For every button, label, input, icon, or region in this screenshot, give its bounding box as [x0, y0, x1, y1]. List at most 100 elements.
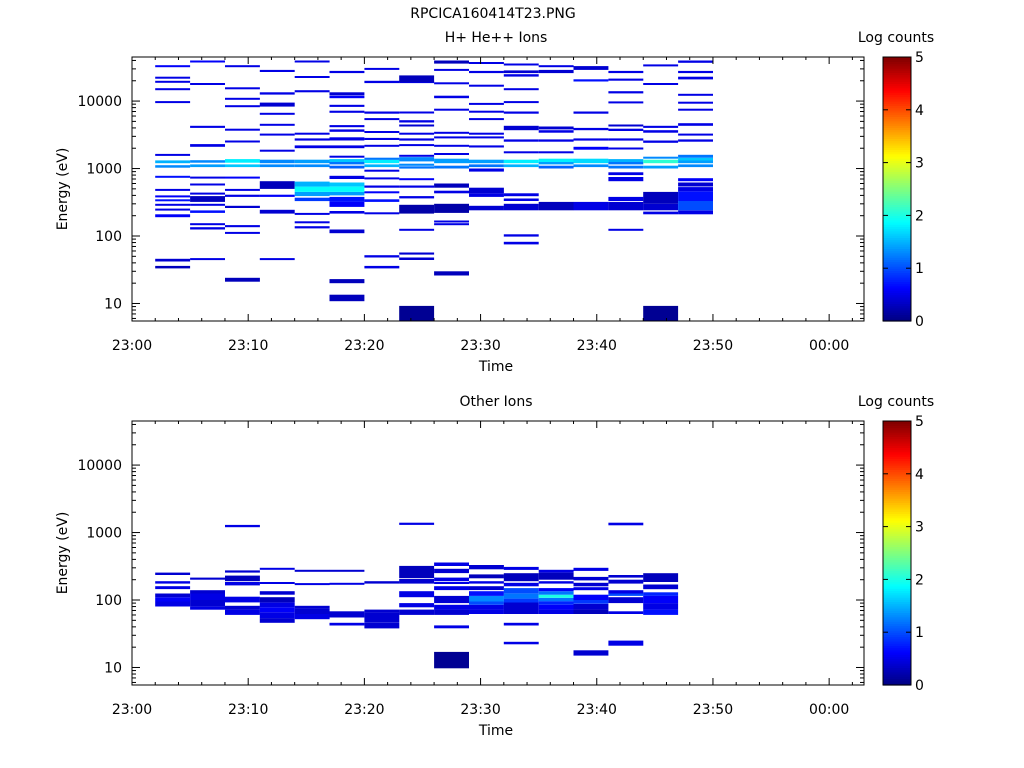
colorbar-gradient-step	[883, 279, 911, 282]
heatmap-cell	[190, 192, 225, 195]
heatmap-cell	[155, 76, 191, 79]
y-tick-label: 10000	[77, 458, 122, 474]
heatmap-cell	[643, 140, 679, 143]
colorbar-gradient-step	[883, 129, 911, 133]
heatmap-cell	[608, 91, 644, 94]
colorbar-gradient-step	[883, 219, 911, 223]
heatmap-cell	[678, 133, 713, 136]
heatmap-cell	[364, 609, 400, 613]
colorbar-gradient-step	[883, 160, 911, 164]
colorbar-gradient-step	[883, 652, 911, 655]
heatmap-cell	[329, 279, 365, 284]
colorbar-gradient-step	[883, 283, 911, 287]
colorbar-gradient-step	[883, 200, 911, 203]
heatmap-cell	[225, 194, 260, 197]
heatmap-cell	[364, 185, 400, 188]
colorbar-gradient-step	[883, 566, 911, 569]
heatmap-cell	[329, 622, 365, 626]
colorbar: 0 1 2 3 4 5	[882, 50, 924, 330]
colorbar-gradient-step	[883, 288, 911, 291]
heatmap-cell	[155, 601, 191, 607]
heatmap-cell	[329, 155, 365, 158]
colorbar-gradient-step	[883, 568, 911, 572]
heatmap-cell	[434, 220, 469, 223]
colorbar-gradient-step	[883, 465, 911, 468]
heatmap-cell	[469, 574, 504, 579]
heatmap-cell	[643, 584, 679, 590]
heatmap-cell	[190, 176, 225, 179]
colorbar-gradient-step	[883, 131, 911, 135]
colorbar-gradient-step	[883, 471, 911, 475]
colorbar-gradient-step	[883, 599, 911, 602]
heatmap-cell	[399, 185, 435, 188]
colorbar-gradient-step	[883, 429, 911, 433]
colorbar-gradient-step	[883, 118, 911, 122]
heatmap-cell	[469, 595, 504, 602]
heatmap-cell	[225, 164, 260, 168]
heatmap-cell	[329, 104, 365, 107]
colorbar-gradient-step	[883, 244, 911, 247]
x-tick-label: 23:20	[344, 338, 384, 354]
colorbar-gradient-step	[883, 59, 911, 62]
heatmap-cell	[608, 159, 644, 162]
heatmap-cell	[329, 165, 365, 169]
heatmap-cell	[608, 165, 644, 169]
heatmap-cell	[364, 144, 400, 147]
heatmap-cell	[538, 591, 574, 595]
heatmap-cell	[399, 609, 435, 615]
heatmap-cell	[294, 583, 330, 586]
heatmap-cell	[469, 609, 504, 614]
colorbar-gradient-step	[883, 550, 911, 554]
heatmap-cell	[503, 88, 539, 91]
heatmap-cell	[434, 595, 469, 604]
heatmap-cell	[608, 172, 644, 176]
heatmap-cell	[225, 128, 260, 131]
colorbar-gradient-step	[883, 224, 911, 227]
heatmap-cell	[399, 132, 435, 135]
heatmap-cell	[608, 147, 644, 150]
colorbar-gradient-step	[883, 272, 911, 276]
heatmap-cell	[190, 223, 225, 226]
heatmap-cell	[573, 158, 609, 164]
heatmap-cell	[469, 84, 504, 87]
heatmap-cell	[399, 157, 435, 162]
heatmap-cell	[399, 178, 435, 181]
heatmap-cell	[469, 70, 504, 74]
heatmap-cell	[469, 565, 504, 570]
heatmap-cell	[608, 597, 644, 604]
colorbar-gradient-step	[883, 266, 911, 269]
panel-title: H+ He++ Ions	[445, 30, 548, 46]
colorbar-gradient-step	[883, 263, 911, 267]
y-tick-label: 100	[95, 229, 122, 245]
colorbar-gradient-step	[883, 583, 911, 587]
colorbar-gradient-step	[883, 643, 911, 646]
heatmap-cell	[294, 76, 330, 78]
heatmap-cell	[678, 93, 713, 96]
heatmap-cell	[190, 210, 225, 213]
heatmap-cell	[294, 181, 330, 187]
colorbar-gradient-step	[883, 151, 911, 155]
heatmap-cell	[399, 522, 435, 525]
colorbar-gradient-step	[883, 445, 911, 448]
colorbar-gradient-step	[883, 149, 911, 153]
heatmap-cell	[155, 199, 191, 202]
heatmap-cell	[503, 101, 539, 104]
colorbar-gradient-step	[883, 605, 911, 609]
colorbar-gradient-step	[883, 294, 911, 298]
colorbar-gradient-step	[883, 105, 911, 109]
heatmap-cell	[503, 159, 539, 164]
colorbar-gradient-step	[883, 641, 911, 644]
colorbar-gradient-step	[883, 250, 911, 254]
colorbar-tick-label: 1	[915, 625, 924, 641]
colorbar-gradient-step	[883, 509, 911, 512]
heatmap-cell	[643, 165, 679, 169]
colorbar-gradient-step	[883, 125, 911, 128]
heatmap-cell	[503, 582, 539, 587]
heatmap-cell	[329, 196, 365, 202]
colorbar-gradient-step	[883, 436, 911, 440]
heatmap-cell	[538, 126, 574, 130]
heatmap-cell	[155, 208, 191, 211]
heatmap-cell	[678, 154, 713, 158]
colorbar-gradient-step	[883, 101, 911, 104]
heatmap-cell	[399, 565, 435, 579]
